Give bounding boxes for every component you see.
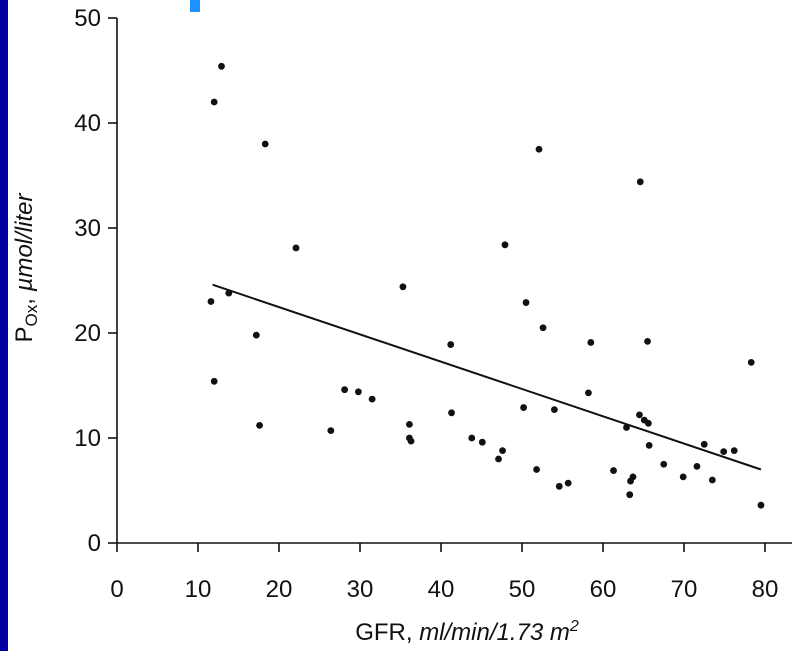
accent-bar: [190, 0, 200, 12]
data-point: [448, 409, 455, 417]
x-tick-label: 30: [347, 576, 374, 603]
data-point: [693, 462, 701, 470]
x-axis-title: GFR, ml/min/1.73 m2: [355, 618, 579, 646]
regression-line-group: [212, 283, 762, 471]
tick-labels: 0 10 20 30 40 50 0 10 20 30 40 50 60 70 80: [74, 5, 778, 603]
data-point: [407, 437, 415, 445]
x-tick-label: 0: [110, 576, 123, 603]
data-point: [720, 448, 728, 456]
data-point: [501, 241, 509, 249]
data-point: [495, 455, 502, 463]
data-point: [757, 501, 765, 509]
data-point: [261, 140, 269, 148]
data-point: [645, 441, 653, 449]
x-tick-label: 50: [509, 576, 536, 603]
x-axis-title-prefix: GFR,: [355, 619, 419, 646]
data-point: [587, 339, 595, 346]
data-point: [564, 479, 572, 487]
data-point: [708, 476, 716, 484]
data-point: [533, 466, 540, 473]
data-point: [636, 178, 644, 186]
y-axis-title: POx, µmol/liter: [11, 193, 41, 343]
y-axis-title-subscript: Ox: [22, 304, 41, 326]
x-tick-label: 40: [428, 576, 455, 603]
data-point: [551, 406, 558, 414]
data-point: [256, 422, 263, 429]
data-point: [679, 473, 687, 481]
data-point: [341, 386, 349, 394]
data-point: [520, 404, 528, 411]
data-point: [218, 62, 225, 70]
data-point: [207, 298, 215, 305]
data-point: [644, 338, 651, 345]
y-tick-label: 50: [74, 5, 101, 32]
x-tick-label: 20: [266, 576, 293, 603]
data-point: [535, 145, 543, 153]
data-point: [629, 473, 637, 481]
x-axis-title-superscript: 2: [569, 618, 579, 635]
data-point: [636, 411, 643, 419]
data-point: [468, 434, 476, 442]
data-point: [539, 324, 547, 332]
y-tick-label: 10: [74, 425, 101, 452]
x-tick-label: 70: [671, 576, 698, 603]
y-tick-label: 20: [74, 320, 101, 347]
data-point: [327, 427, 335, 435]
data-point: [252, 331, 260, 339]
data-point: [210, 377, 218, 385]
regression-line: [212, 283, 762, 471]
data-point: [626, 491, 634, 499]
data-point: [585, 389, 592, 397]
data-points: [207, 62, 765, 509]
y-tick-label: 30: [74, 215, 101, 242]
data-point: [399, 283, 407, 291]
data-point: [447, 341, 455, 348]
data-point: [660, 460, 668, 468]
data-point: [499, 447, 506, 454]
y-tick-label: 40: [74, 110, 101, 137]
y-axis-title-sep: ,: [11, 291, 38, 304]
x-tick-label: 10: [185, 576, 212, 603]
data-point: [522, 299, 530, 306]
y-axis-title-units: µmol/liter: [11, 193, 38, 293]
data-point: [555, 482, 563, 490]
data-point: [700, 440, 708, 448]
data-point: [730, 447, 738, 454]
data-point: [644, 419, 652, 427]
data-point: [368, 395, 376, 403]
data-point: [406, 420, 413, 428]
data-point: [210, 98, 218, 106]
x-axis-title-units: ml/min/1.73 m: [419, 619, 570, 646]
y-tick-label: 0: [88, 530, 101, 557]
data-point: [354, 388, 362, 396]
y-axis-title-main: P: [11, 326, 38, 342]
data-point: [610, 467, 617, 474]
data-point: [292, 244, 300, 252]
x-tick-label: 80: [752, 576, 779, 603]
data-point: [747, 359, 755, 366]
data-point: [478, 438, 486, 446]
axes: [108, 17, 792, 552]
x-tick-label: 60: [590, 576, 617, 603]
